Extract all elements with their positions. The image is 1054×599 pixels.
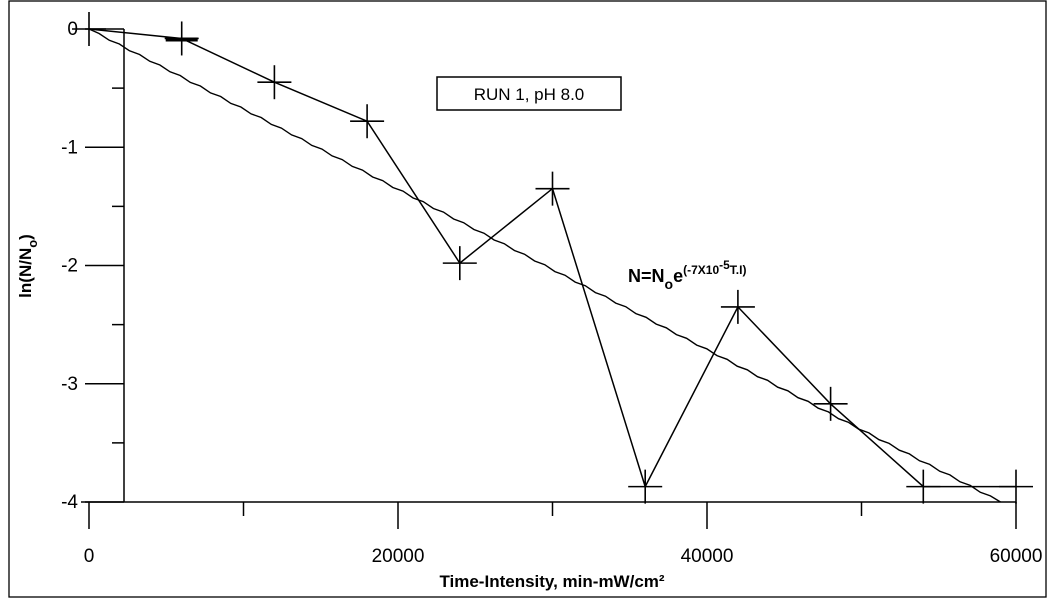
y-axis-title-main: ln(N/N — [16, 248, 35, 298]
data-point-marker — [442, 246, 477, 281]
data-point-marker — [906, 469, 941, 504]
data-point-marker — [813, 386, 848, 421]
x-tick-label: 40000 — [681, 546, 734, 567]
equation-n-sub: o — [665, 276, 674, 292]
data-point-marker — [257, 65, 292, 100]
y-axis-title-close: ) — [16, 234, 35, 240]
equation-annotation: N=Noe(-7X10-5T.I) — [628, 258, 746, 292]
equation-n: N=N — [628, 266, 665, 286]
legend-frame — [436, 76, 622, 111]
y-axis-title-sub: o — [25, 240, 40, 248]
y-tick-label: -1 — [61, 137, 78, 158]
x-tick-label: 0 — [84, 546, 95, 567]
equation-exponent: (-7X10 — [683, 263, 719, 277]
data-point-marker — [999, 469, 1033, 504]
series — [72, 12, 1033, 504]
legend-label: RUN 1, pH 8.0 — [474, 85, 585, 104]
data-point-marker — [628, 469, 663, 504]
data-point-marker — [72, 12, 106, 46]
equation-e: e — [673, 266, 683, 286]
data-point-marker — [350, 104, 385, 139]
x-tick-label: 20000 — [372, 546, 425, 567]
y-tick-label: -3 — [61, 374, 78, 395]
fit-curve — [88, 28, 1001, 503]
x-tick-label: 60000 — [990, 546, 1043, 567]
legend-box: RUN 1, pH 8.0 — [436, 76, 622, 111]
equation-exponent-tail: T.I) — [730, 263, 747, 277]
data-point-marker — [535, 171, 570, 206]
y-tick-label: -4 — [61, 492, 78, 513]
y-tick-label: -2 — [61, 256, 78, 277]
x-axis-title: Time-Intensity, min-mW/cm² — [439, 572, 664, 591]
y-axis-title: ln(N/No) — [16, 234, 40, 298]
data-point-marker — [720, 289, 755, 324]
equation-exponent-power: -5 — [719, 258, 730, 272]
